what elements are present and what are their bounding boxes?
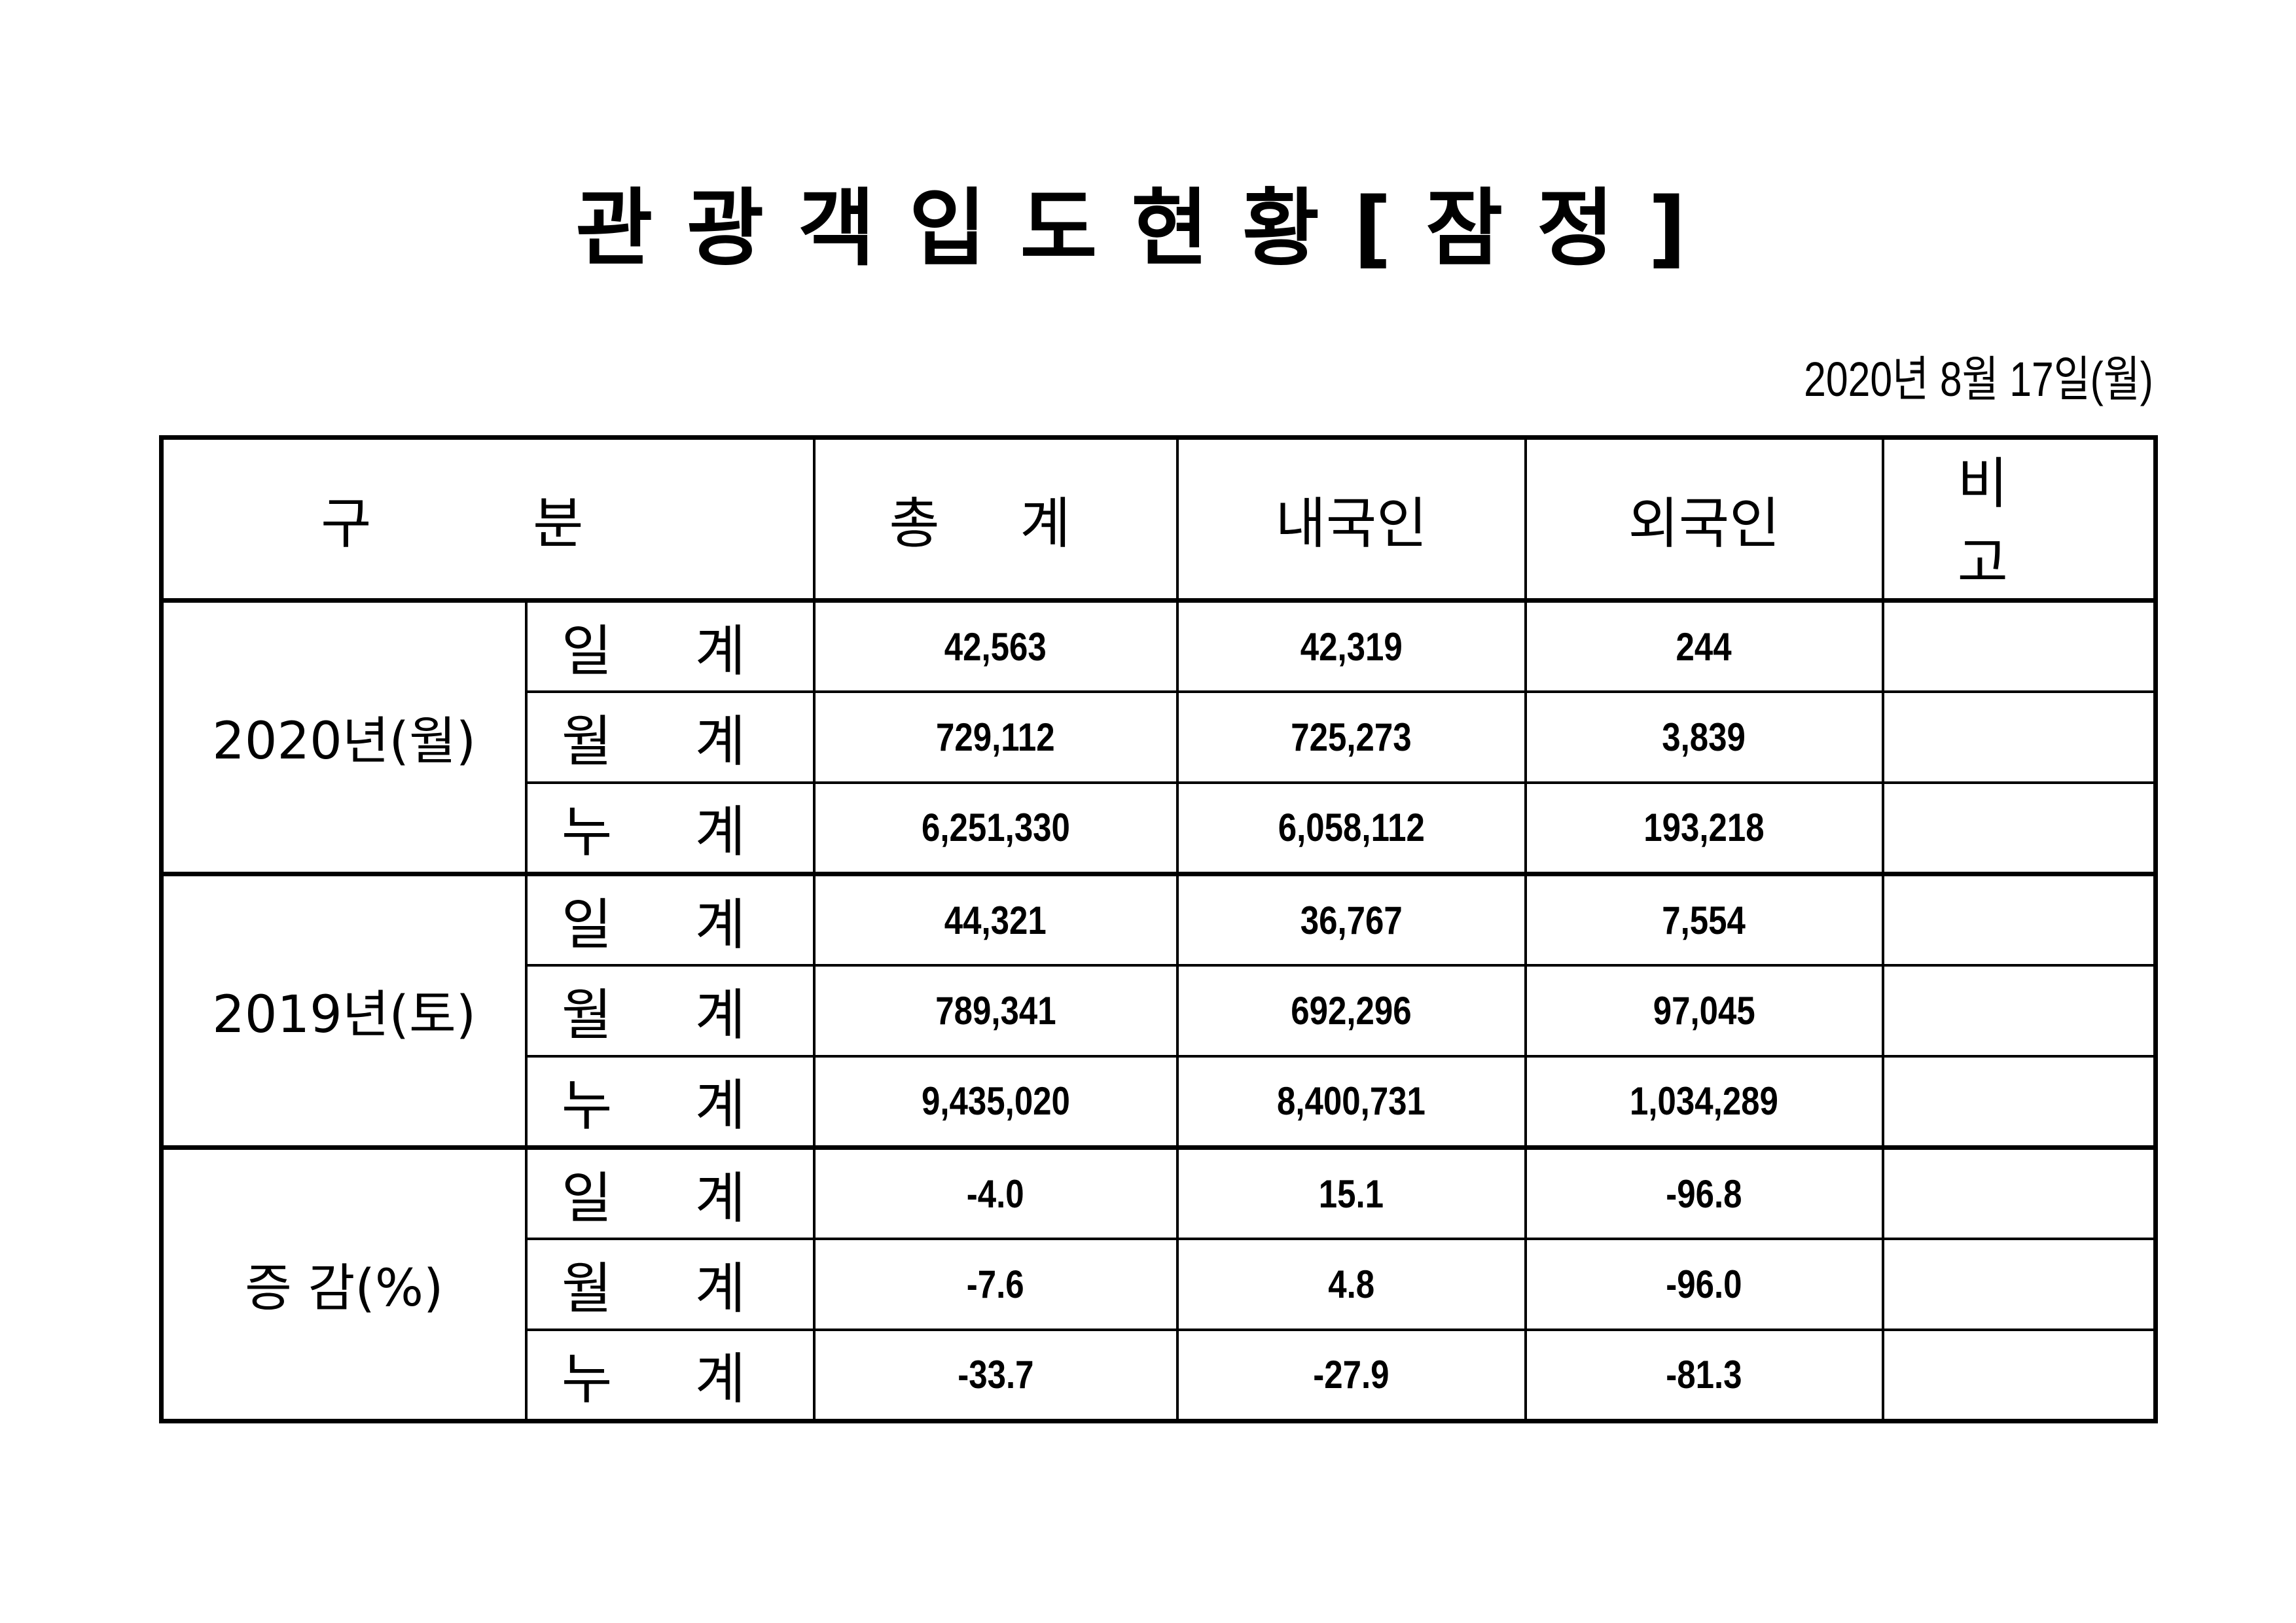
cell-remarks (1881, 1328, 2157, 1423)
table-row: 누 계 -33.7 -27.9 -81.3 (162, 1328, 2157, 1423)
group-label-change-pct: 증 감(%) (160, 1145, 528, 1423)
cell-domestic: 36,767 (1175, 871, 1527, 967)
tourist-arrivals-table: 구 분 총 계 내국인 외국인 비 고 2020년(월) 일 계 42,563 … (159, 435, 2159, 1423)
row-label: 월 계 (524, 1238, 816, 1331)
row-label: 일 계 (524, 1145, 816, 1241)
cell-domestic: -27.9 (1175, 1328, 1527, 1423)
cell-remarks (1881, 871, 2157, 967)
cell-foreign: 3,839 (1524, 690, 1884, 784)
cell-total: -33.7 (812, 1328, 1179, 1423)
cell-remarks (1881, 1054, 2157, 1149)
cell-total: -7.6 (812, 1238, 1179, 1331)
cell-remarks (1881, 598, 2157, 694)
page-title: 관광객입도현황[잠정] (575, 180, 1721, 277)
cell-remarks (1881, 781, 2157, 876)
cell-total: 6,251,330 (812, 781, 1179, 876)
header-row: 구 분 총 계 내국인 외국인 비 고 (160, 436, 2157, 602)
cell-foreign: 244 (1524, 598, 1884, 694)
table-row: 2019년(토) 일 계 44,321 36,767 7,554 (160, 871, 2157, 1149)
cell-total: 789,341 (812, 964, 1179, 1058)
cell-domestic: 4.8 (1175, 1238, 1527, 1331)
cell-foreign: -96.0 (1524, 1238, 1884, 1331)
header-foreign: 외국인 (1524, 436, 1884, 602)
cell-total: 44,321 (812, 871, 1179, 967)
cell-remarks (1881, 1238, 2157, 1331)
cell-domestic: 42,319 (1175, 598, 1527, 694)
table-row: 2020년(월) 일 계 42,563 42,319 244 (160, 598, 2157, 876)
row-label: 누 계 (524, 1328, 816, 1423)
cell-foreign: -81.3 (1524, 1328, 1884, 1423)
cell-foreign: 193,218 (1524, 781, 1884, 876)
table-row: 월 계 -7.6 4.8 -96.0 (162, 1238, 2157, 1331)
cell-domestic: 725,273 (1175, 690, 1527, 784)
group-label-2020: 2020년(월) (160, 598, 528, 876)
cell-domestic: 8,400,731 (1175, 1054, 1527, 1149)
cell-foreign: 1,034,289 (1524, 1054, 1884, 1149)
row-label: 일 계 (524, 598, 816, 694)
cell-total: 729,112 (812, 690, 1179, 784)
report-date: 2020년 8월 17일(월) (1804, 352, 2153, 406)
cell-foreign: 97,045 (1524, 964, 1884, 1058)
cell-remarks (1881, 1145, 2157, 1241)
cell-foreign: 7,554 (1524, 871, 1884, 967)
cell-total: 9,435,020 (812, 1054, 1179, 1149)
row-label: 누 계 (524, 781, 816, 876)
cell-domestic: 692,296 (1175, 964, 1527, 1058)
header-domestic: 내국인 (1175, 436, 1527, 602)
cell-domestic: 15.1 (1175, 1145, 1527, 1241)
table-row: 월 계 789,341 692,296 97,045 (162, 964, 2157, 1058)
header-remarks: 비 고 (1881, 436, 2157, 602)
header-category: 구 분 (160, 436, 816, 602)
cell-remarks (1881, 964, 2157, 1058)
cell-foreign: -96.8 (1524, 1145, 1884, 1241)
row-label: 누 계 (524, 1054, 816, 1149)
table-row: 월 계 729,112 725,273 3,839 (162, 690, 2157, 784)
group-label-2019: 2019년(토) (160, 871, 528, 1149)
table-row: 누 계 6,251,330 6,058,112 193,218 (162, 781, 2157, 876)
cell-total: -4.0 (812, 1145, 1179, 1241)
cell-remarks (1881, 690, 2157, 784)
row-label: 월 계 (524, 690, 816, 784)
table-row: 증 감(%) 일 계 -4.0 15.1 -96.8 (160, 1145, 2157, 1423)
row-label: 월 계 (524, 964, 816, 1058)
row-label: 일 계 (524, 871, 816, 967)
cell-domestic: 6,058,112 (1175, 781, 1527, 876)
cell-total: 42,563 (812, 598, 1179, 694)
table-row: 누 계 9,435,020 8,400,731 1,034,289 (162, 1054, 2157, 1149)
header-total: 총 계 (812, 436, 1179, 602)
